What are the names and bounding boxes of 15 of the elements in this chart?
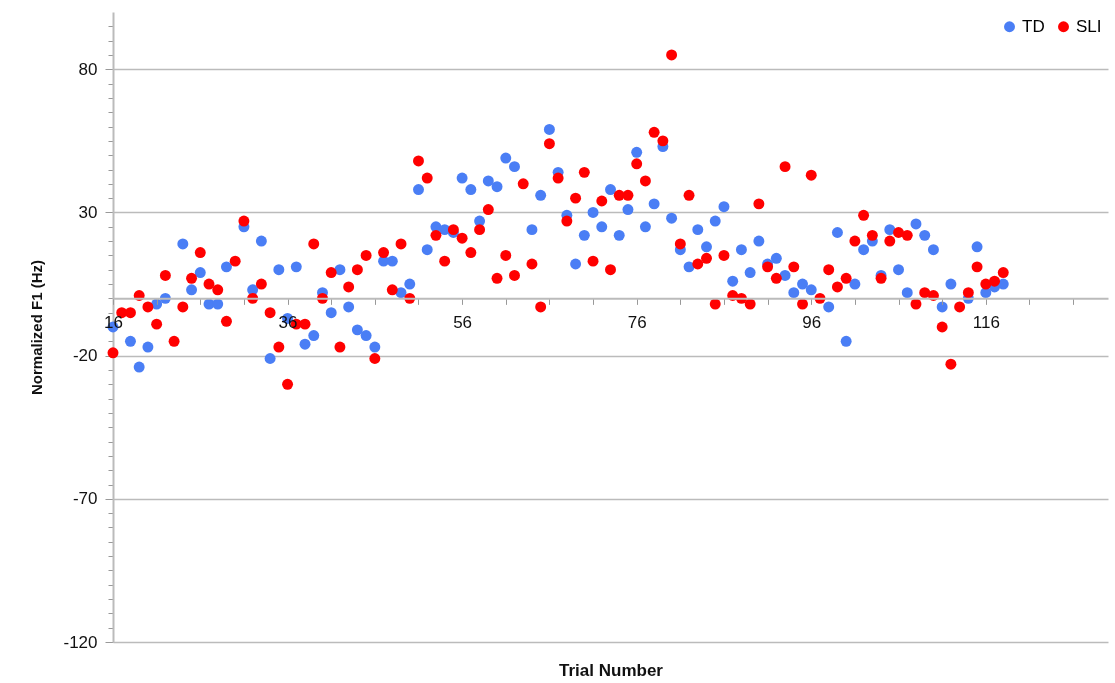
y-axis-title: Normalized F1 (Hz): [28, 259, 46, 396]
y-tick-label: -70: [72, 489, 98, 509]
y-tick-label: -120: [63, 632, 98, 652]
x-axis-title: Trial Number: [559, 660, 664, 680]
x-tick-label: 76: [627, 312, 647, 332]
x-tick-label: 96: [802, 312, 822, 332]
legend-label: TD: [1022, 16, 1045, 36]
legend-label: SLI: [1076, 16, 1102, 36]
x-tick-label: 116: [972, 312, 1000, 332]
y-tick-label: 80: [78, 59, 98, 79]
x-tick-label: 56: [453, 312, 473, 332]
y-tick-label: 30: [78, 202, 98, 222]
y-tick-label: -20: [72, 346, 98, 366]
x-tick-label: 36: [278, 312, 298, 332]
x-tick-label: 16: [104, 312, 123, 332]
